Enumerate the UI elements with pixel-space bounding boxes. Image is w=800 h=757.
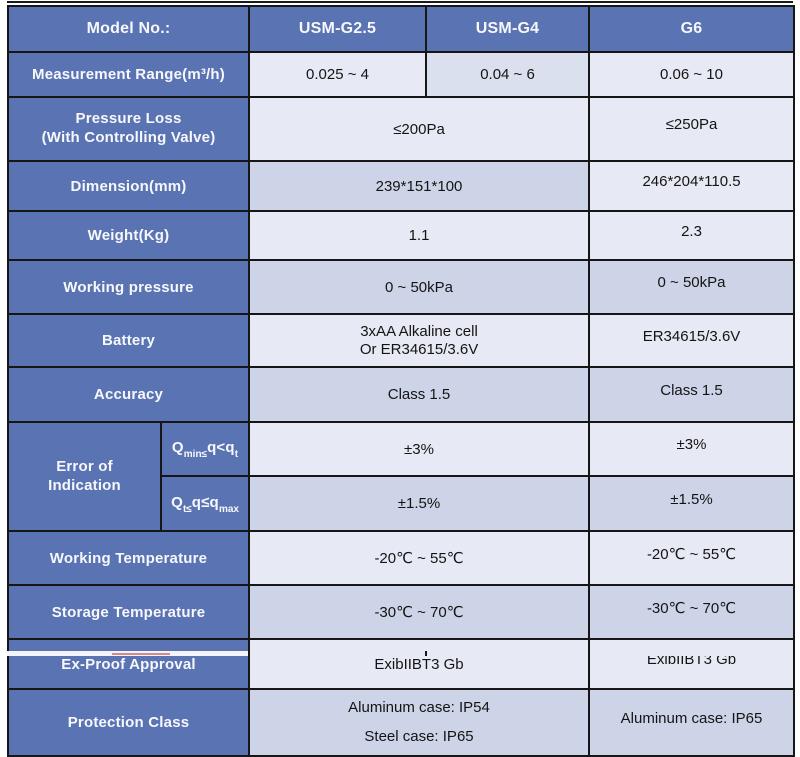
label-storage-temperature: Storage Temperature (6, 584, 251, 640)
label-accuracy: Accuracy (6, 366, 251, 423)
value-pressure-loss-usm-span: ≤200Pa (248, 96, 591, 162)
value-storage-temp-usm-span: -30℃ ~ 70℃ (248, 584, 591, 640)
row-storage-temperature: Storage Temperature -30℃ ~ 70℃ -30℃ ~ 70… (6, 584, 796, 640)
previous-row-cut-border (7, 1, 793, 3)
label-error-line1: Error of (56, 457, 113, 475)
label-pressure-loss-line1: Pressure Loss (75, 110, 182, 128)
column-border-tick (588, 651, 590, 656)
header-model-g6: G6 (588, 5, 796, 53)
label-pressure-loss-line2: (With Controlling Valve) (41, 129, 216, 146)
row-error-indication-2: Qt≤q≤qmax ±1.5% ±1.5% (8, 475, 796, 532)
value-battery-line1: 3xAA Alkaline cell (360, 322, 478, 340)
label-q-range-min-t: Qmin≤q<qt (159, 421, 251, 477)
value-working-pressure-g6: 0 ~ 50kPa (588, 259, 796, 315)
value-error1-usm-span: ±3% (248, 421, 591, 477)
value-error1-g6: ±3% (588, 421, 796, 477)
value-accuracy-usm-span: Class 1.5 (248, 366, 591, 423)
label-battery: Battery (6, 313, 251, 368)
value-weight-g6: 2.3 (588, 210, 796, 261)
row-pressure-loss: Pressure Loss (With Controlling Valve) ≤… (6, 96, 796, 162)
header-model-no-label: Model No.: (6, 5, 251, 53)
row-weight: Weight(Kg) 1.1 2.3 (6, 210, 796, 261)
value-measurement-usm-g25: 0.025 ~ 4 (248, 51, 428, 98)
value-working-temp-g6: -20℃ ~ 55℃ (588, 530, 796, 586)
value-dimension-usm-span: 239*151*100 (248, 160, 591, 212)
value-storage-temp-g6: -30℃ ~ 70℃ (588, 584, 796, 640)
value-ex-proof-g6: ExibIIBT3 Gb (588, 638, 796, 690)
value-accuracy-g6: Class 1.5 (588, 366, 796, 423)
label-weight: Weight(Kg) (6, 210, 251, 261)
label-working-temperature: Working Temperature (6, 530, 251, 586)
value-measurement-g6: 0.06 ~ 10 (588, 51, 796, 98)
column-border-tick (425, 651, 427, 656)
value-error2-usm-span: ±1.5% (248, 475, 591, 532)
row-battery: Battery 3xAA Alkaline cell Or ER34615/3.… (6, 313, 796, 368)
header-model-usm-g25: USM-G2.5 (248, 5, 428, 53)
label-error-line2: Indication (48, 476, 121, 494)
row-measurement-range: Measurement Range(m³/h) 0.025 ~ 4 0.04 ~… (6, 51, 796, 98)
value-protection-line1: Aluminum case: IP54 (348, 699, 490, 716)
header-model-usm-g4: USM-G4 (425, 5, 591, 53)
value-error2-g6: ±1.5% (588, 475, 796, 532)
value-protection-usm-span: Aluminum case: IP54 Steel case: IP65 (248, 688, 591, 757)
value-measurement-usm-g4: 0.04 ~ 6 (425, 51, 591, 98)
column-border-tick (248, 651, 250, 656)
row-dimension: Dimension(mm) 239*151*100 246*204*110.5 (6, 160, 796, 212)
value-battery-usm-span: 3xAA Alkaline cell Or ER34615/3.6V (248, 313, 591, 368)
value-protection-g6: Aluminum case: IP65 (588, 688, 796, 757)
label-measurement-range: Measurement Range(m³/h) (6, 51, 251, 98)
row-protection-class: Protection Class Aluminum case: IP54 Ste… (6, 688, 796, 757)
row-accuracy: Accuracy Class 1.5 Class 1.5 (6, 366, 796, 423)
row-working-temperature: Working Temperature -20℃ ~ 55℃ -20℃ ~ 55… (6, 530, 796, 586)
label-working-pressure: Working pressure (6, 259, 251, 315)
label-pressure-loss: Pressure Loss (With Controlling Valve) (6, 96, 251, 162)
row-model: Model No.: USM-G2.5 USM-G4 G6 (6, 5, 796, 53)
label-dimension: Dimension(mm) (6, 160, 251, 212)
row-ex-proof-approval: Ex-Proof Approval ExibIIBT3 Gb ExibIIBT3… (6, 638, 796, 690)
value-pressure-loss-g6: ≤250Pa (588, 96, 796, 162)
value-protection-line2: Steel case: IP65 (364, 728, 474, 745)
value-ex-proof-usm-span: ExibIIBT3 Gb (248, 638, 591, 690)
row-error-indication-1: Error of Indication Qmin≤q<qt ±3% ±3% (7, 421, 796, 532)
value-battery-line2: Or ER34615/3.6V (359, 340, 479, 358)
value-battery-g6: ER34615/3.6V (588, 313, 796, 368)
label-protection-class: Protection Class (6, 688, 251, 757)
value-weight-usm-span: 1.1 (248, 210, 591, 261)
value-dimension-g6: 246*204*110.5 (588, 160, 796, 212)
value-working-pressure-usm-span: 0 ~ 50kPa (248, 259, 591, 315)
label-error-of-indication: Error of Indication (7, 421, 162, 532)
spec-sheet-page: Model No.: USM-G2.5 USM-G4 G6 Measuremen… (6, 1, 796, 757)
label-ex-proof-approval: Ex-Proof Approval (6, 638, 251, 690)
red-underline-artifact (112, 653, 170, 655)
label-q-range-t-max: Qt≤q≤qmax (159, 475, 251, 532)
value-working-temp-usm-span: -20℃ ~ 55℃ (248, 530, 591, 586)
specification-table: Model No.: USM-G2.5 USM-G4 G6 Measuremen… (6, 5, 796, 757)
row-working-pressure: Working pressure 0 ~ 50kPa 0 ~ 50kPa (6, 259, 796, 315)
